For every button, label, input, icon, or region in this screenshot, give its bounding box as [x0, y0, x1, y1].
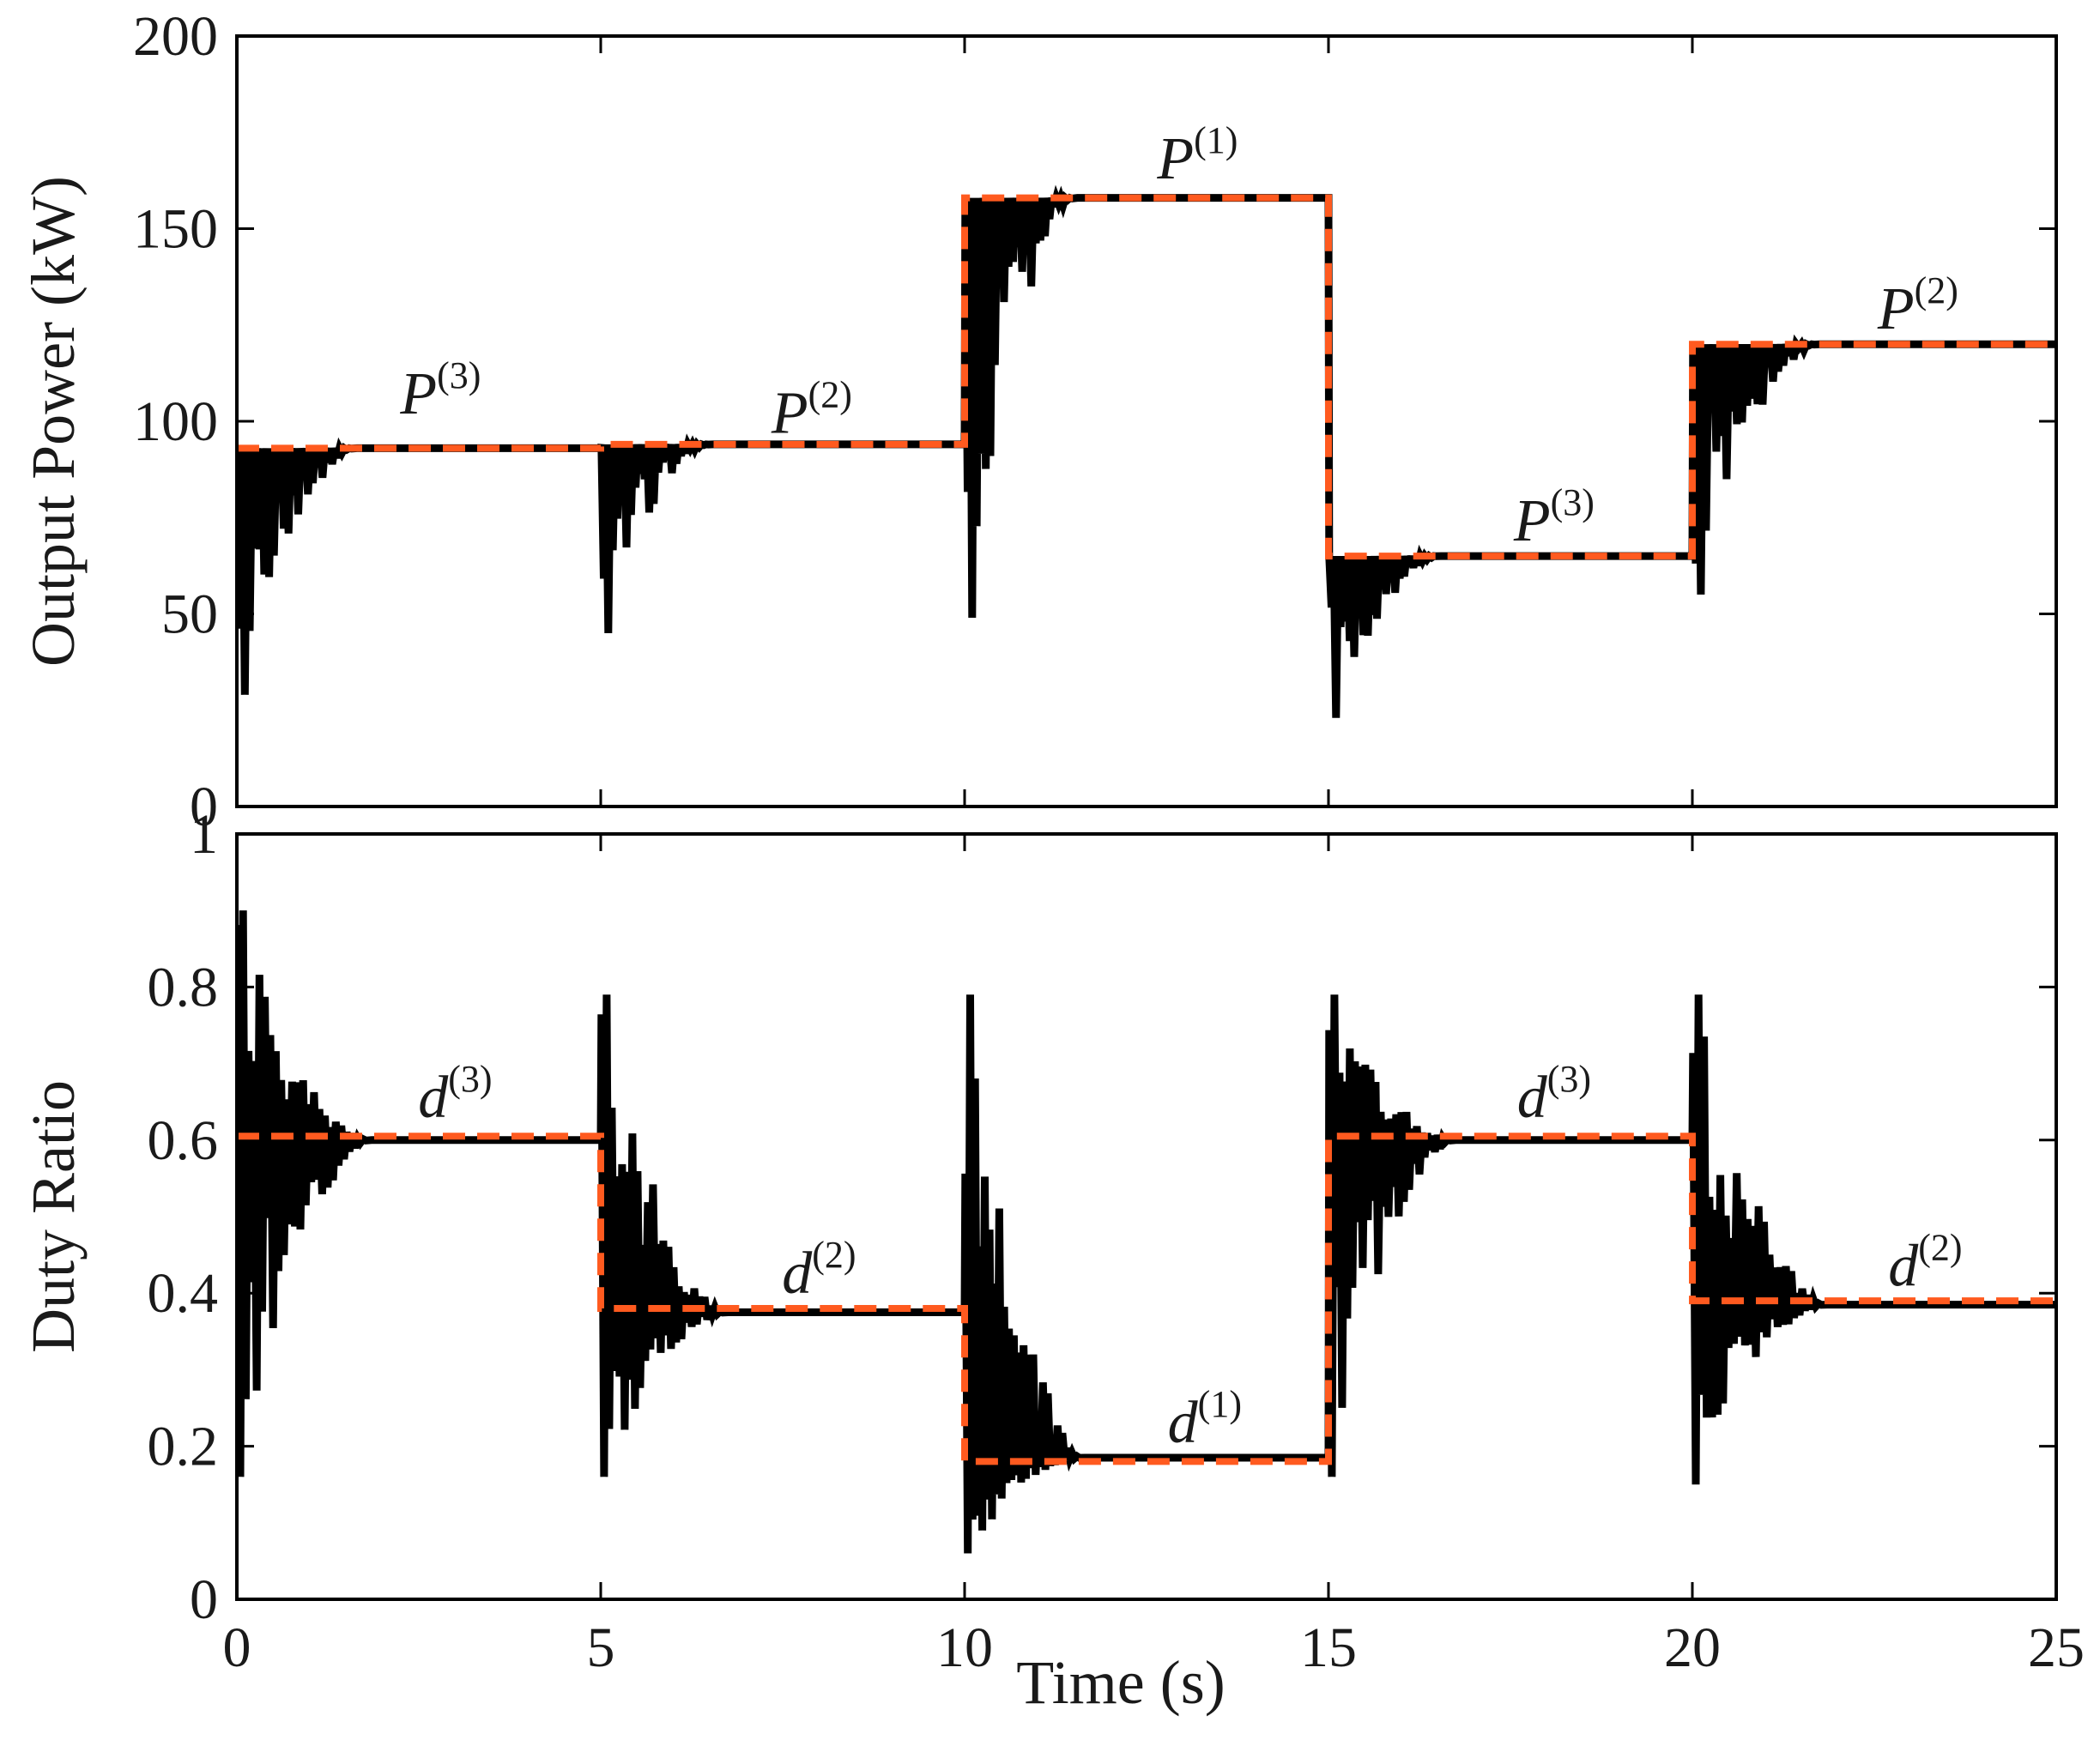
series-annotation: P(3) — [399, 354, 481, 427]
duty-ratio-panel: d(3)d(2)d(1)d(3)d(2) 00.20.40.60.810 5 10 1… — [19, 803, 2085, 1717]
series-annotation: d(2) — [782, 1234, 856, 1307]
bottom-y-axis-label: Duty Ratio — [19, 1080, 88, 1353]
y-tick-label: 150 — [133, 198, 218, 261]
series-annotation: d(1) — [1168, 1383, 1242, 1456]
x-tick-label: 20 — [1664, 1616, 1721, 1679]
x-axis-label: Time (s) — [1016, 1648, 1225, 1717]
y-tick-label: 0 — [190, 1568, 218, 1631]
top-annotations: P(3) P(2) P(1) P(3) P(2) — [399, 119, 1958, 554]
bottom-series — [237, 910, 2056, 1554]
x-tick-label: 0 — [223, 1616, 251, 1679]
y-tick-label: 1 — [190, 803, 218, 866]
top-y-axis-label: Output Power (kW) — [19, 176, 88, 667]
x-tick-label: 10 — [936, 1616, 993, 1679]
top-plot-frame — [235, 34, 2058, 808]
bottom-annotations: d(3) d(2) d(1) d(3) d(2) — [418, 1058, 1962, 1456]
bottom-plot-frame — [235, 832, 2058, 1601]
actual-series-line — [237, 910, 2056, 1554]
series-annotation: d(3) — [1517, 1058, 1591, 1131]
output-power-panel: P(3) P(2) P(1) P(3) P(2) 0 50 100 150 200 0 25 Out… — [19, 5, 2085, 886]
top-series — [237, 184, 2056, 718]
y-tick-label: 0.6 — [148, 1109, 219, 1172]
reference-series-line — [237, 1133, 2056, 1465]
series-annotation: d(2) — [1888, 1226, 1962, 1299]
y-tick-label: 100 — [133, 390, 218, 453]
series-annotation: d(3) — [418, 1058, 492, 1131]
x-tick-label: 5 — [587, 1616, 615, 1679]
series-annotation: P(3) — [1513, 481, 1595, 554]
series-annotation: P(2) — [1877, 269, 1958, 342]
y-tick-label: 0.4 — [148, 1262, 219, 1325]
top-tick-labels: 0 50 100 150 200 0 25 — [133, 5, 2085, 886]
bottom-tick-labels: 00.20.40.60.810 5 10 15 20 25 — [148, 803, 2085, 1679]
x-tick-label: 25 — [2028, 824, 2085, 886]
x-tick-label: 25 — [2028, 1616, 2085, 1679]
x-tick-label: 15 — [1300, 1616, 1357, 1679]
series-annotation: P(1) — [1156, 119, 1238, 192]
y-tick-label: 50 — [161, 583, 218, 646]
y-tick-label: 0 — [190, 776, 218, 838]
reference-series-line — [237, 194, 2056, 560]
y-tick-label: 200 — [133, 5, 218, 68]
series-annotation: P(2) — [771, 373, 852, 446]
y-tick-label: 0.8 — [148, 956, 219, 1018]
y-tick-label: 0.2 — [148, 1416, 219, 1478]
top-x-tick-labels: 0 25 — [223, 824, 2085, 886]
x-tick-label: 0 — [223, 824, 251, 886]
